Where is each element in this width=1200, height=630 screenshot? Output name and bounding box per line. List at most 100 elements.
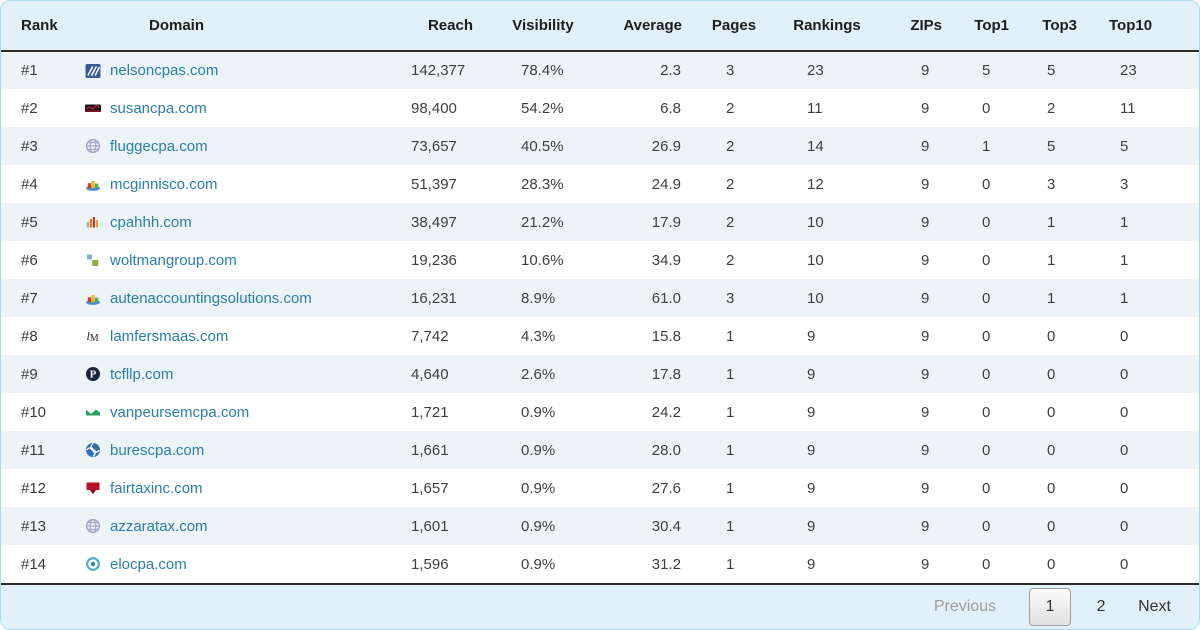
cell-domain: fluggecpa.com: [65, 127, 387, 165]
cell-reach: 1,661: [411, 441, 449, 459]
cell-pages: 2: [726, 251, 735, 269]
domain-link[interactable]: fairtaxinc.com: [110, 479, 203, 497]
cell-top10: 0: [1120, 517, 1129, 535]
cell-top10: 0: [1120, 327, 1129, 345]
domain-rankings-table: Rank Domain Reach Visibility Average Pages Ran…: [1, 1, 1199, 583]
cell-top10: 0: [1120, 479, 1129, 497]
cell-top3: 1: [1047, 251, 1056, 269]
cell-zips: 9: [921, 327, 930, 345]
cell-visibility: 54.2%: [521, 99, 564, 117]
cell-pages: 1: [726, 555, 735, 573]
cell-average: 17.9: [651, 213, 681, 231]
column-header-pages: Pages: [691, 1, 777, 52]
domain-cell: woltmangroup.com: [85, 252, 386, 269]
cell-visibility: 78.4%: [521, 62, 564, 79]
cell-visibility: 28.3%: [521, 175, 564, 193]
cell-reach: 7,742: [411, 327, 449, 345]
column-header-reach: Reach: [387, 1, 487, 52]
table-row: #1 nelsoncpas.com 142,377 78.4% 2.3 3 23 9 5 5 23: [1, 51, 1199, 89]
cell-reach: 51,397: [411, 175, 457, 193]
cell-zips: 9: [921, 175, 930, 193]
domain-link[interactable]: mcginnisco.com: [110, 175, 218, 193]
table-row: #5 cpahhh.com 38,497 21.2% 17.9 2 10 9 0 1 1: [1, 203, 1199, 241]
cell-domain: autenaccountingsolutions.com: [65, 279, 387, 317]
dark-red-script-banner-icon: [85, 100, 101, 116]
cell-average: 28.0: [651, 441, 681, 459]
cell-average: 2.3: [660, 62, 681, 79]
cell-domain: nelsoncpas.com: [65, 51, 387, 89]
cell-top1: 0: [982, 517, 991, 535]
domain-link[interactable]: lamfersmaas.com: [110, 327, 229, 345]
cell-top1: 1: [982, 137, 991, 155]
domain-cell: susancpa.com: [85, 100, 386, 117]
domain-cell: l M lamfersmaas.com: [85, 328, 386, 345]
cell-rank: #4: [21, 175, 38, 193]
cell-top3: 0: [1047, 441, 1056, 459]
cell-zips: 9: [921, 213, 930, 231]
domain-link[interactable]: fluggecpa.com: [110, 137, 208, 155]
cell-top3: 5: [1047, 137, 1056, 155]
table-header: Rank Domain Reach Visibility Average Pages Ran…: [1, 1, 1199, 52]
cell-reach: 19,236: [411, 251, 457, 269]
globe-icon: [85, 518, 101, 534]
cell-zips: 9: [921, 479, 930, 497]
cell-reach: 1,657: [411, 479, 449, 497]
column-header-average: Average: [599, 1, 691, 52]
cell-visibility: 2.6%: [521, 365, 556, 383]
domain-link[interactable]: burescpa.com: [110, 441, 205, 459]
colorful-3d-chart-icon: [85, 290, 101, 306]
cell-zips: 9: [921, 517, 930, 535]
cell-rank: #1: [21, 62, 38, 79]
domain-link[interactable]: cpahhh.com: [110, 213, 192, 231]
cell-rankings: 9: [807, 441, 816, 459]
cell-rank: #13: [21, 517, 47, 535]
cell-average: 61.0: [651, 289, 681, 307]
cell-rankings: 9: [807, 327, 816, 345]
cell-average: 31.2: [651, 555, 681, 573]
cell-pages: 1: [726, 479, 735, 497]
cell-top3: 0: [1047, 365, 1056, 383]
navy-circle-p-icon: P: [85, 366, 101, 382]
cell-visibility: 10.6%: [521, 251, 564, 269]
cell-rankings: 9: [807, 365, 816, 383]
domain-link[interactable]: woltmangroup.com: [110, 251, 237, 269]
pagination-previous-button[interactable]: Previous: [933, 598, 997, 615]
domain-link[interactable]: vanpeursemcpa.com: [110, 403, 250, 421]
column-header-rank: Rank: [1, 1, 65, 52]
domain-link[interactable]: azzaratax.com: [110, 517, 208, 535]
domain-cell: burescpa.com: [85, 442, 386, 459]
domain-link[interactable]: susancpa.com: [110, 99, 207, 117]
svg-text:P: P: [90, 370, 97, 381]
domain-cell: vanpeursemcpa.com: [85, 404, 386, 421]
cell-rank: #3: [21, 137, 38, 155]
green-squares-icon: [85, 252, 101, 268]
cell-top10: 1: [1120, 213, 1129, 231]
cell-reach: 142,377: [411, 62, 466, 79]
cell-rankings: 10: [807, 289, 824, 307]
cell-top3: 0: [1047, 517, 1056, 535]
domain-cell: elocpa.com: [85, 556, 386, 573]
column-header-domain: Domain: [65, 1, 387, 52]
domain-link[interactable]: elocpa.com: [110, 555, 187, 573]
domain-link[interactable]: autenaccountingsolutions.com: [110, 289, 312, 307]
domain-link[interactable]: tcfllp.com: [110, 365, 174, 383]
cell-zips: 9: [921, 137, 930, 155]
cell-top10: 11: [1120, 99, 1136, 117]
cell-visibility: 0.9%: [521, 517, 556, 535]
domain-link[interactable]: nelsoncpas.com: [110, 62, 219, 79]
pagination-next-button[interactable]: Next: [1138, 598, 1171, 615]
cell-rankings: 9: [807, 517, 816, 535]
cell-zips: 9: [921, 365, 930, 383]
cell-rank: #11: [21, 441, 45, 459]
cell-rankings: 10: [807, 251, 824, 269]
pagination-page[interactable]: 2: [1096, 598, 1106, 615]
pagination-page-current[interactable]: 1: [1029, 588, 1072, 626]
cell-top1: 0: [982, 327, 991, 345]
cell-top10: 1: [1120, 251, 1129, 269]
globe-icon: [85, 138, 101, 154]
column-header-top10: Top10: [1079, 1, 1199, 52]
